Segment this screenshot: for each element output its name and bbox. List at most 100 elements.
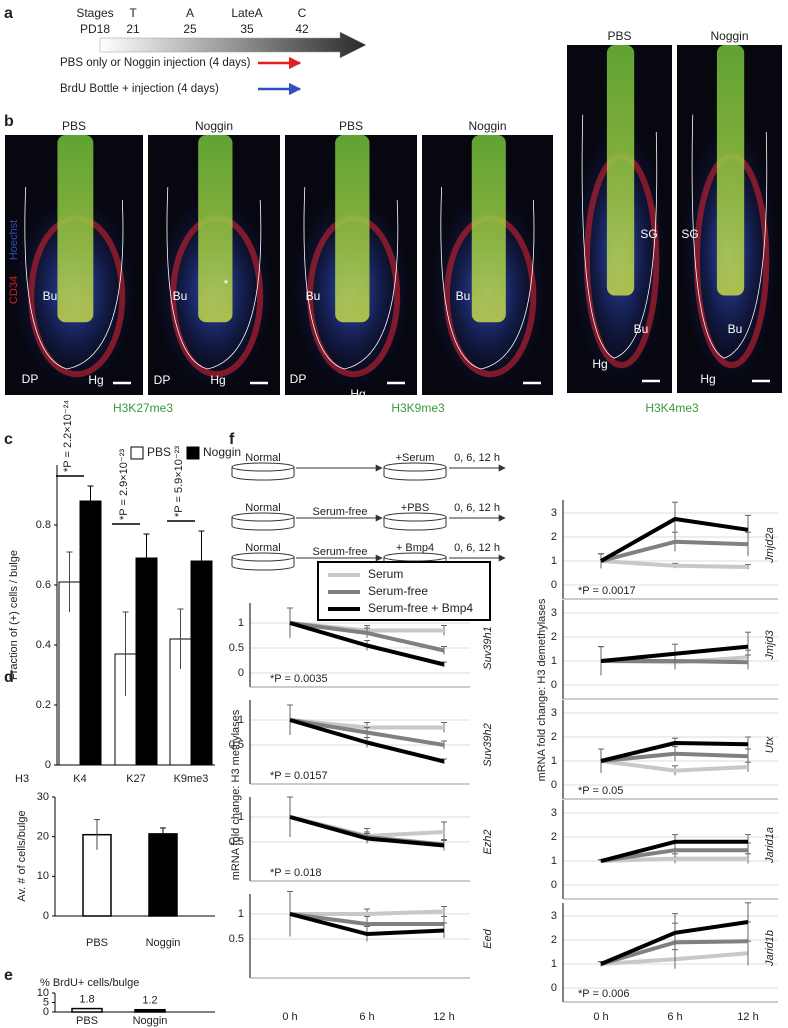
- legend-label: Serum-free: [368, 584, 428, 598]
- bulge-outline: [581, 114, 658, 359]
- y-tick-label: 0.8: [36, 519, 51, 531]
- y-tick-label: 3: [551, 707, 557, 719]
- p-value: *P = 0.018: [270, 867, 321, 879]
- time-label: 0, 6, 12 h: [454, 502, 500, 514]
- bar: [79, 500, 102, 766]
- y-tick-label: 0.6: [36, 579, 51, 591]
- y-tick-label: 3: [551, 607, 557, 619]
- gene-name: Utx: [764, 736, 776, 753]
- image-title: PBS: [62, 119, 86, 133]
- day-label: 42: [295, 22, 309, 36]
- image-title: PBS: [339, 119, 363, 133]
- gene-name: Jmjd2a: [764, 527, 776, 563]
- y-tick-label: 2: [551, 631, 557, 643]
- region-label: DP: [22, 372, 39, 386]
- legend-swatch: [130, 446, 144, 460]
- dish: [231, 552, 295, 562]
- dish-label: Normal: [245, 502, 280, 514]
- stain-label: Hoechst: [8, 220, 20, 260]
- x-prefix: H3: [15, 773, 29, 785]
- bar: [190, 560, 213, 766]
- p-value: *P = 0.0035: [270, 673, 328, 685]
- panel-label: a: [4, 5, 13, 22]
- y-tick-label: 0.5: [229, 739, 244, 751]
- region-label: Bu: [43, 289, 58, 303]
- y-tick-label: 2: [551, 934, 557, 946]
- image-title: PBS: [607, 29, 631, 43]
- x-tick-label: 6 h: [359, 1011, 374, 1023]
- p-value: *P = 2.9×10⁻²³: [118, 449, 130, 520]
- p-value: *P = 5.9×10⁻²³: [173, 446, 185, 517]
- stain-label: CD34: [8, 276, 20, 304]
- region-label: Bu: [456, 289, 471, 303]
- gene-name: Eed: [482, 928, 494, 948]
- x-tick-label: 12 h: [433, 1011, 454, 1023]
- dish-label: + Bmp4: [396, 542, 434, 554]
- bulge-outline: [24, 186, 124, 370]
- y-tick-label: 2: [551, 831, 557, 843]
- bar: [71, 1007, 103, 1013]
- x-tick-label: Noggin: [146, 937, 181, 949]
- line-series: [600, 644, 749, 663]
- hair-shaft: [335, 135, 370, 323]
- dish: [231, 462, 295, 472]
- image-title: Noggin: [195, 119, 233, 133]
- line-series: [600, 559, 749, 569]
- stage-label: Stages: [76, 6, 113, 20]
- y-tick-label: 1: [551, 755, 557, 767]
- dish: [383, 462, 447, 472]
- hair-shaft: [471, 135, 506, 323]
- legend-swatch: [186, 446, 200, 460]
- x-tick-label: Noggin: [133, 1015, 168, 1027]
- region-label: Hg: [592, 357, 607, 371]
- value-label: 1.8: [79, 993, 94, 1005]
- day-label: 21: [126, 22, 140, 36]
- line-series: [600, 759, 749, 773]
- gene-name: Jarid1a: [764, 827, 776, 864]
- y-tick-label: 1: [238, 811, 244, 823]
- dish: [383, 525, 447, 531]
- hair-shaft: [606, 45, 635, 296]
- timeline-arrow: [99, 31, 367, 59]
- y-axis-label: Fraction of (+) cells / bulge: [8, 550, 20, 680]
- panel-label: b: [4, 113, 14, 130]
- y-tick-label: 1: [238, 617, 244, 629]
- y-tick-label: 0.5: [229, 933, 244, 945]
- legend-label: Serum-free + Bmp4: [368, 601, 473, 615]
- region-label: Hg: [210, 373, 225, 387]
- line-series: [289, 815, 445, 848]
- day-label: PD18: [80, 22, 110, 36]
- panel-label: e: [4, 967, 13, 984]
- line-series: [600, 839, 748, 863]
- y-tick-label: 0: [43, 1006, 49, 1018]
- y-tick-label: 0: [551, 579, 557, 591]
- x-tick-label: K4: [73, 773, 86, 785]
- line-series: [600, 856, 748, 863]
- y-tick-label: 1: [551, 958, 557, 970]
- y-tick-label: 2: [551, 531, 557, 543]
- line-series: [600, 920, 749, 966]
- line-series: [289, 621, 445, 667]
- region-label: Hg: [350, 387, 365, 401]
- x-tick-label: K9me3: [174, 773, 209, 785]
- region-label: Hg: [88, 373, 103, 387]
- dish-label: Normal: [245, 452, 280, 464]
- x-tick-label: PBS: [86, 937, 108, 949]
- y-tick-label: 30: [37, 791, 49, 803]
- y-tick-label: 0: [45, 759, 51, 771]
- y-tick-label: 3: [551, 507, 557, 519]
- condition-label: Serum-free: [312, 506, 367, 518]
- line-series: [600, 539, 749, 563]
- dish-label: +PBS: [401, 502, 429, 514]
- injection-label: BrdU Bottle + injection (4 days): [60, 83, 219, 95]
- gene-name: Suv39h1: [482, 626, 494, 669]
- bulge-outline: [303, 186, 399, 370]
- panel-label: c: [4, 431, 13, 448]
- y-axis-label: Av. # of cells/bulge: [16, 810, 28, 901]
- region-label: SG: [640, 227, 657, 241]
- dish: [383, 475, 447, 481]
- y-tick-label: 0: [43, 910, 49, 922]
- region-label: Bu: [728, 322, 743, 336]
- x-tick-label: 0 h: [282, 1011, 297, 1023]
